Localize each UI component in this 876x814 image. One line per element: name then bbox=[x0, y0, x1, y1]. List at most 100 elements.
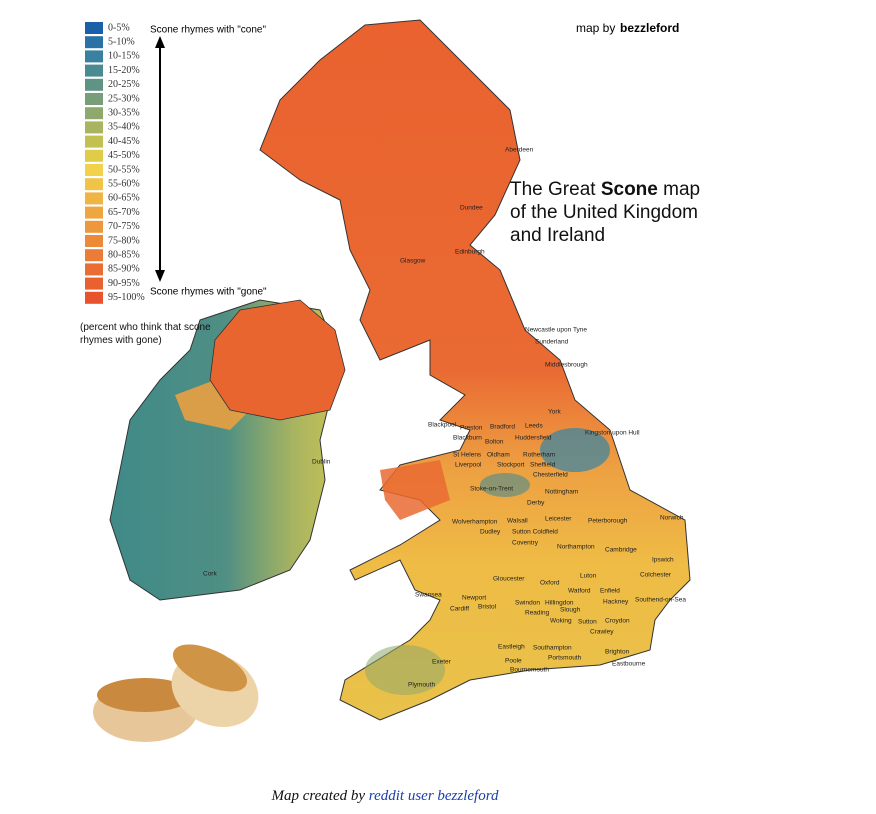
city-label: Oxford bbox=[540, 580, 560, 587]
footer-prefix: Map created by bbox=[271, 788, 366, 804]
city-label: Blackburn bbox=[453, 435, 482, 442]
city-label: Leicester bbox=[545, 516, 572, 523]
city-label: Slough bbox=[560, 607, 581, 614]
city-label: Enfield bbox=[600, 588, 620, 595]
city-label: Edinburgh bbox=[455, 249, 485, 256]
city-label: Crawley bbox=[590, 629, 614, 636]
city-label: Bradford bbox=[490, 424, 515, 431]
city-label: Watford bbox=[568, 588, 591, 595]
legend-label: 35-40% bbox=[108, 122, 140, 133]
city-label: Stockport bbox=[497, 462, 525, 469]
legend-label: 65-70% bbox=[108, 207, 140, 218]
legend-label: 85-90% bbox=[108, 264, 140, 275]
legend-label: 45-50% bbox=[108, 150, 140, 161]
city-label: Huddersfield bbox=[515, 435, 552, 442]
city-label: Croydon bbox=[605, 618, 630, 625]
city-label: Norwich bbox=[660, 515, 684, 522]
legend-swatch bbox=[85, 64, 103, 77]
title-prefix: The Great bbox=[510, 179, 596, 200]
city-label: Poole bbox=[505, 658, 522, 665]
scones bbox=[93, 644, 259, 742]
city-label: Kingston upon Hull bbox=[585, 430, 640, 437]
city-label: Sutton bbox=[578, 619, 597, 626]
city-label: Walsall bbox=[507, 518, 528, 525]
city-label: Dudley bbox=[480, 529, 501, 536]
legend-label: 55-60% bbox=[108, 178, 140, 189]
legend-swatch bbox=[85, 220, 103, 233]
city-label: Bournemouth bbox=[510, 667, 549, 674]
city-label: Stoke-on-Trent bbox=[470, 486, 513, 493]
legend-swatch bbox=[85, 235, 103, 247]
city-label: Hackney bbox=[603, 599, 629, 606]
city-label: Bristol bbox=[478, 604, 497, 611]
legend-swatch bbox=[85, 135, 103, 148]
legend-note: (percent who think that scone rhymes wit… bbox=[80, 322, 211, 346]
city-label: St Helens bbox=[453, 452, 482, 459]
legend-label: 20-25% bbox=[108, 79, 140, 90]
city-label: Sheffield bbox=[530, 462, 556, 469]
city-label: Hillingdon bbox=[545, 600, 574, 607]
legend-top-label: Scone rhymes with "cone" bbox=[150, 25, 266, 36]
city-label: Reading bbox=[525, 610, 550, 617]
city-label: Dublin bbox=[312, 459, 331, 466]
city-label: Glasgow bbox=[400, 258, 426, 265]
ireland bbox=[109, 299, 346, 601]
city-label: Preston bbox=[460, 425, 483, 432]
legend-swatch bbox=[85, 36, 103, 49]
legend-label: 15-20% bbox=[108, 65, 140, 76]
arrow-head bbox=[155, 36, 165, 48]
city-label: Blackpool bbox=[428, 422, 457, 429]
city-label: Wolverhampton bbox=[452, 519, 498, 526]
legend-swatch bbox=[85, 121, 103, 134]
credit-name: bezzleford bbox=[620, 21, 679, 35]
legend-bottom-label: Scone rhymes with "gone" bbox=[150, 287, 267, 298]
legend-swatch bbox=[85, 22, 103, 34]
credit-prefix: map by bbox=[576, 21, 615, 35]
legend-label: 0-5% bbox=[108, 22, 130, 33]
city-label: Swindon bbox=[515, 600, 540, 607]
city-label: Dundee bbox=[460, 205, 483, 212]
legend-swatch bbox=[85, 263, 103, 276]
legend-swatch bbox=[85, 277, 103, 290]
legend-label: 95-100% bbox=[108, 292, 145, 303]
legend-swatch bbox=[85, 164, 103, 176]
legend-label: 75-80% bbox=[108, 235, 140, 246]
city-label: Derby bbox=[527, 500, 545, 507]
legend-swatch bbox=[85, 149, 103, 162]
city-label: Oldham bbox=[487, 452, 510, 459]
city-label: Colchester bbox=[640, 572, 672, 579]
footer: Map created by reddit user bezzleford bbox=[0, 788, 770, 805]
legend-label: 60-65% bbox=[108, 193, 140, 204]
legend-swatch bbox=[85, 50, 103, 63]
city-label: Luton bbox=[580, 573, 597, 580]
city-label: Newport bbox=[462, 595, 486, 602]
city-label: Liverpool bbox=[455, 462, 482, 469]
city-label: Leeds bbox=[525, 423, 543, 430]
footer-link[interactable]: reddit user bezzleford bbox=[368, 788, 499, 804]
city-label: Southend-on-Sea bbox=[635, 597, 686, 604]
city-label: Chesterfield bbox=[533, 472, 568, 479]
city-label: Coventry bbox=[512, 540, 539, 547]
legend-label: 80-85% bbox=[108, 249, 140, 260]
city-label: Southampton bbox=[533, 645, 572, 652]
city-label: Cambridge bbox=[605, 547, 637, 554]
legend-swatch bbox=[85, 249, 103, 262]
city-label: Cork bbox=[203, 571, 217, 578]
legend-label: 40-45% bbox=[108, 136, 140, 147]
legend-label: 90-95% bbox=[108, 278, 140, 289]
legend-label: 10-15% bbox=[108, 51, 140, 62]
city-label: Rotherham bbox=[523, 452, 555, 459]
legend-swatch bbox=[85, 192, 103, 205]
city-label: Brighton bbox=[605, 649, 630, 656]
city-label: Sutton Coldfield bbox=[512, 529, 558, 536]
legend-swatch bbox=[85, 93, 103, 105]
city-label: Sunderland bbox=[535, 339, 569, 346]
title-bold: Scone bbox=[600, 179, 658, 200]
legend-label: 30-35% bbox=[108, 107, 140, 118]
legend-swatch bbox=[85, 107, 103, 120]
city-label: Nottingham bbox=[545, 489, 578, 496]
city-label: York bbox=[548, 409, 562, 416]
